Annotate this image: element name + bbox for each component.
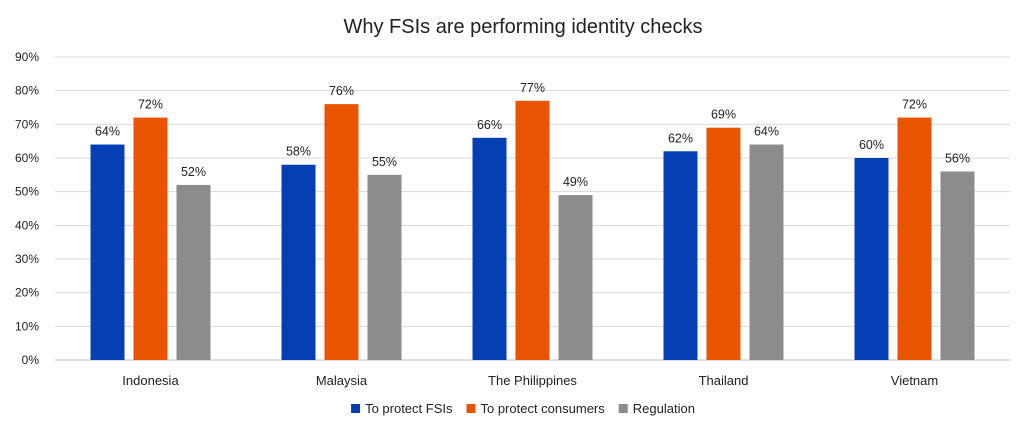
data-label: 64%	[754, 125, 779, 139]
bar	[854, 158, 889, 360]
bar	[472, 137, 507, 360]
y-tick-label: 60%	[15, 151, 39, 165]
legend-label: To protect consumers	[480, 401, 605, 416]
legend-label: To protect FSIs	[365, 401, 453, 416]
bar	[940, 171, 975, 360]
x-tick-label: Malaysia	[316, 373, 368, 388]
data-label: 77%	[520, 81, 545, 95]
y-tick-label: 30%	[15, 252, 39, 266]
bar	[749, 144, 784, 360]
data-label: 49%	[563, 175, 588, 189]
bar	[367, 174, 402, 360]
data-label: 66%	[477, 118, 502, 132]
bar	[324, 104, 359, 360]
data-label: 62%	[668, 131, 693, 145]
data-label: 72%	[138, 98, 163, 112]
data-label: 52%	[181, 165, 206, 179]
legend-label: Regulation	[633, 401, 695, 416]
data-label: 58%	[286, 145, 311, 159]
x-tick-label: Vietnam	[891, 373, 938, 388]
y-axis: 0% 10% 20% 30% 40% 50% 60% 70% 80% 90%	[15, 50, 39, 367]
bar	[133, 117, 168, 360]
legend-swatch	[351, 404, 361, 413]
y-tick-label: 10%	[15, 319, 39, 333]
y-tick-label: 40%	[15, 218, 39, 232]
x-tick-label: Thailand	[699, 373, 749, 388]
y-tick-label: 90%	[15, 50, 39, 64]
y-tick-label: 20%	[15, 286, 39, 300]
legend-swatch	[466, 404, 476, 413]
y-tick-label: 50%	[15, 185, 39, 199]
data-label: 64%	[95, 125, 120, 139]
legend: To protect FSIs To protect consumers Regul…	[351, 401, 695, 416]
data-label: 56%	[945, 151, 970, 165]
x-tick-label: Indonesia	[122, 373, 179, 388]
bar	[515, 100, 550, 361]
data-label: 76%	[329, 84, 354, 98]
x-tick-label: The Philippines	[488, 373, 577, 388]
bar	[558, 195, 593, 360]
chart-title: Why FSIs are performing identity checks	[343, 16, 702, 38]
y-tick-label: 80%	[15, 84, 39, 98]
bar	[706, 127, 741, 360]
bar	[281, 164, 316, 360]
data-label: 69%	[711, 108, 736, 122]
data-label: 72%	[902, 98, 927, 112]
y-tick-label: 70%	[15, 117, 39, 131]
data-label: 60%	[859, 138, 884, 152]
data-label: 55%	[372, 155, 397, 169]
bar	[90, 144, 125, 360]
y-tick-label: 0%	[22, 353, 40, 367]
legend-swatch	[618, 404, 628, 413]
bar	[663, 151, 698, 360]
x-axis: Indonesia Malaysia The Philippines Thailand…	[122, 373, 938, 388]
bar	[176, 184, 211, 360]
bars: 64% 72% 52% 58% 76% 55% 66% 77% 49% 62% 69% 64% 60% 7…	[90, 81, 975, 361]
bar	[897, 117, 932, 360]
